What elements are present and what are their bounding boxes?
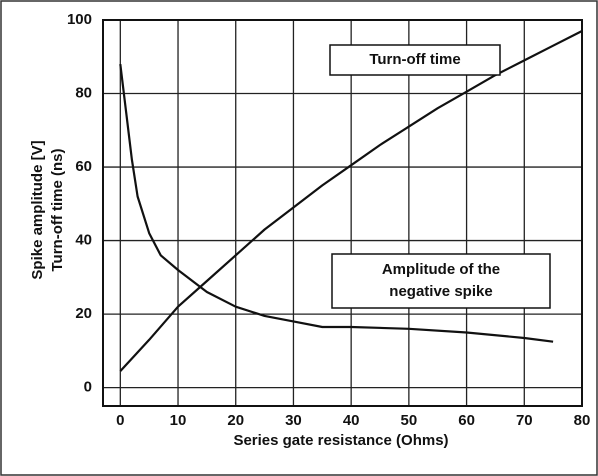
annotation: Turn-off time (369, 51, 460, 68)
annotation-box (331, 253, 551, 309)
y-axis-label: Turn-off time (ns) (49, 148, 66, 271)
x-tick-label: 50 (401, 412, 418, 429)
x-tick-label: 60 (458, 412, 475, 429)
x-tick-label: 20 (227, 412, 244, 429)
x-tick-label: 10 (170, 412, 187, 429)
x-tick-label: 0 (116, 412, 124, 429)
data-line (119, 63, 554, 343)
data-line (119, 30, 583, 372)
x-tick-label: 40 (343, 412, 360, 429)
x-tick-label: 70 (516, 412, 533, 429)
annotation: negative spike (389, 283, 492, 300)
annotation-box (329, 44, 501, 76)
plot-frame (102, 19, 583, 407)
y-axis-label: Spike amplitude [V] (29, 140, 46, 279)
x-tick-label: 80 (574, 412, 591, 429)
y-tick-label: 40 (75, 232, 92, 249)
x-tick-label: 30 (285, 412, 302, 429)
annotation: Amplitude of the (382, 261, 500, 278)
y-tick-label: 100 (67, 11, 92, 28)
y-tick-label: 20 (75, 305, 92, 322)
y-tick-label: 0 (84, 379, 92, 396)
y-tick-label: 80 (75, 84, 92, 101)
x-axis-label: Series gate resistance (Ohms) (233, 432, 448, 449)
y-tick-label: 60 (75, 158, 92, 175)
